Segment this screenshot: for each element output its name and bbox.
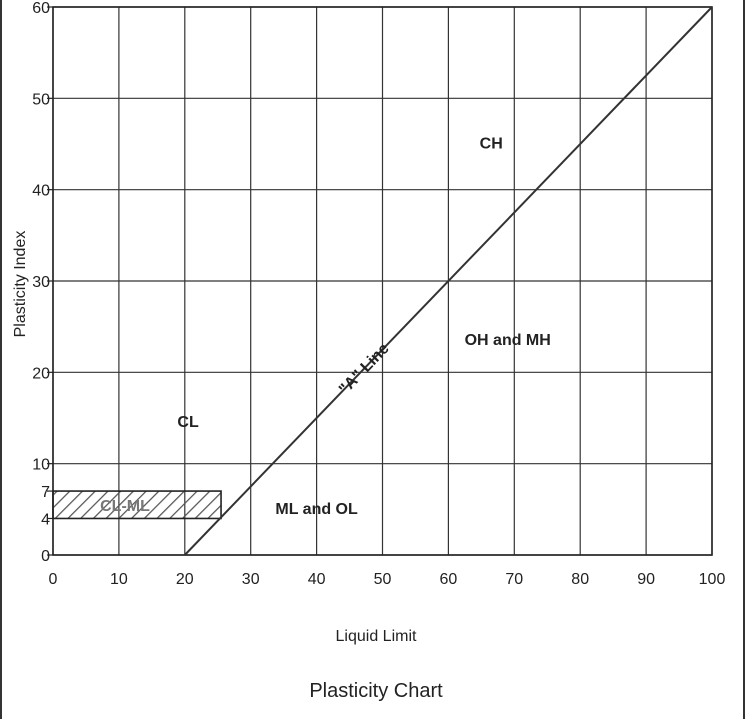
y-tick-label-30: 30 [32, 274, 50, 291]
x-tick-label-0: 0 [49, 571, 58, 588]
y-tick-label-40: 40 [32, 183, 50, 200]
x-tick-label-80: 80 [571, 571, 589, 588]
x-tick-label-50: 50 [374, 571, 392, 588]
a-line-label: "A" Line [336, 340, 393, 398]
right-page-border [743, 0, 745, 719]
y-tick-label-4: 4 [41, 511, 50, 528]
hatched-zone-layer: CL-ML [52, 490, 222, 520]
y-tick-label-7: 7 [41, 484, 50, 501]
region-label-cl: CL [177, 414, 199, 431]
tick-labels: 0 10 20 30 40 50 60 70 80 90 100 0 4 7 10 20 30 40 50 60 [32, 0, 725, 588]
cl-ml-hatched-zone [52, 490, 222, 520]
chart-title: Plasticity Chart [309, 680, 443, 702]
x-tick-label-20: 20 [176, 571, 194, 588]
grid-lines [47, 6, 713, 556]
x-tick-label-30: 30 [242, 571, 260, 588]
x-axis-label: Liquid Limit [335, 628, 417, 645]
y-tick-label-20: 20 [32, 365, 50, 382]
x-tick-label-40: 40 [308, 571, 326, 588]
x-tick-label-90: 90 [637, 571, 655, 588]
region-label-ch: CH [480, 136, 503, 153]
region-label-oh-and-mh: OH and MH [465, 332, 551, 349]
y-tick-label-10: 10 [32, 457, 50, 474]
series-layer [184, 6, 713, 556]
x-tick-label-60: 60 [440, 571, 458, 588]
region-labels: CH OH and MH CL ML and OL "A" Line [177, 136, 550, 518]
cl-ml-label: CL-ML [100, 498, 150, 515]
y-tick-label-60: 60 [32, 0, 50, 17]
region-label-ml-and-ol: ML and OL [275, 501, 358, 518]
a-line [184, 6, 713, 556]
y-tick-label-0: 0 [41, 548, 50, 565]
y-tick-label-50: 50 [32, 91, 50, 108]
x-tick-label-100: 100 [699, 571, 726, 588]
y-axis-label: Plasticity Index [12, 231, 29, 338]
x-tick-label-10: 10 [110, 571, 128, 588]
x-tick-label-70: 70 [505, 571, 523, 588]
left-page-border [0, 0, 2, 719]
